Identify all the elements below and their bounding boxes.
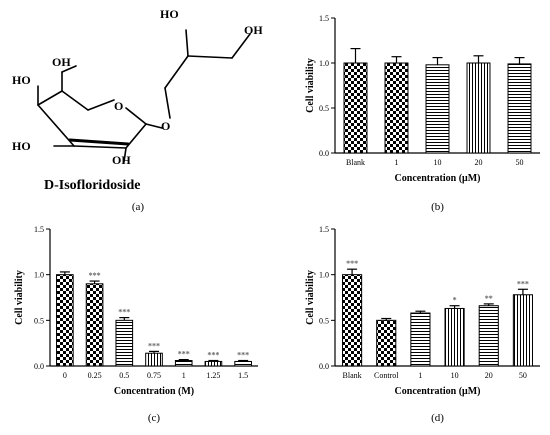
bar bbox=[384, 62, 409, 154]
x-axis-title: Concentration (μM) bbox=[395, 173, 481, 184]
significance-label: *** bbox=[89, 271, 101, 280]
x-tick-label: Blank bbox=[346, 158, 365, 167]
chart-panel-d: 0.0 0.5 1.0 1.5 *** Blank Control 1 * 10 ** 20 *** 50… bbox=[305, 225, 540, 424]
x-tick-label: 20 bbox=[485, 371, 493, 380]
atom-label: HO bbox=[12, 139, 31, 153]
bar bbox=[512, 294, 533, 367]
bar bbox=[343, 62, 368, 154]
bar bbox=[234, 360, 252, 367]
x-axis-title: Concentration (μM) bbox=[395, 386, 481, 397]
x-tick-label: 0 bbox=[63, 371, 67, 380]
x-tick-label: 50 bbox=[516, 158, 524, 167]
chart-panel-b: 0.0 0.5 1.0 1.5 Blank 1 10 20 50 Concentration (μ… bbox=[305, 14, 540, 213]
x-axis-title: Concentration (M) bbox=[114, 386, 194, 397]
y-tick-label: 1.5 bbox=[34, 225, 44, 234]
y-axis-title: Cell viability bbox=[305, 58, 316, 113]
significance-label: *** bbox=[148, 341, 160, 350]
y-tick-label: 0.5 bbox=[319, 316, 329, 325]
atom-label: OH bbox=[244, 23, 263, 37]
y-axis-title: Cell viability bbox=[14, 270, 25, 325]
bar bbox=[56, 274, 74, 367]
bar bbox=[466, 62, 491, 154]
significance-label: *** bbox=[207, 351, 219, 360]
y-tick-label: 0.0 bbox=[319, 362, 329, 371]
bar bbox=[507, 63, 532, 154]
panel-caption: (c) bbox=[148, 412, 161, 424]
significance-label: *** bbox=[237, 351, 249, 360]
significance-label: *** bbox=[178, 350, 190, 359]
molecule-structure bbox=[37, 29, 251, 163]
x-tick-label: Blank bbox=[343, 371, 362, 380]
x-tick-label: 1.5 bbox=[238, 371, 248, 380]
bar bbox=[342, 274, 363, 367]
y-tick-label: 0.0 bbox=[34, 362, 44, 371]
bar bbox=[85, 283, 104, 367]
x-tick-label: 10 bbox=[451, 371, 459, 380]
atom-label: OH bbox=[52, 55, 71, 69]
bar bbox=[444, 307, 465, 367]
atom-label: HO bbox=[160, 7, 179, 21]
bar bbox=[425, 64, 450, 154]
bar bbox=[410, 312, 431, 367]
atom-label: HO bbox=[12, 73, 31, 87]
panel-a-caption: (a) bbox=[132, 201, 145, 213]
x-tick-label: 1 bbox=[182, 371, 186, 380]
panel-caption: (d) bbox=[431, 412, 444, 424]
x-tick-label: 1 bbox=[395, 158, 399, 167]
x-tick-label: 20 bbox=[475, 158, 483, 167]
panel-caption: (b) bbox=[431, 201, 444, 213]
bar bbox=[145, 352, 163, 367]
significance-label: *** bbox=[517, 279, 529, 288]
atom-label: O bbox=[161, 119, 170, 133]
significance-label: ** bbox=[485, 294, 493, 303]
atom-label: OH bbox=[112, 153, 131, 167]
bar bbox=[376, 319, 397, 367]
x-tick-label: 50 bbox=[519, 371, 527, 380]
significance-label: *** bbox=[118, 308, 130, 317]
y-tick-label: 1.0 bbox=[319, 271, 329, 280]
bar bbox=[204, 360, 223, 367]
x-tick-label: 1 bbox=[418, 371, 422, 380]
y-tick-label: 0.5 bbox=[34, 316, 44, 325]
bar bbox=[115, 319, 134, 367]
x-tick-label: 1.25 bbox=[206, 371, 220, 380]
atom-labels: HO OH OH HO O O HO OH bbox=[12, 7, 263, 167]
y-tick-label: 1.5 bbox=[319, 225, 329, 234]
bar bbox=[478, 305, 499, 367]
x-tick-label: 0.25 bbox=[88, 371, 102, 380]
y-tick-label: 0.5 bbox=[319, 104, 329, 113]
significance-label: *** bbox=[346, 259, 358, 268]
x-tick-label: 0.75 bbox=[147, 371, 161, 380]
chart-panel-c: 0.0 0.5 1.0 1.5 0 *** 0.25 *** 0.5 *** 0.75 *** 1 ***… bbox=[14, 225, 258, 424]
molecule-name: D-Isofloridoside bbox=[44, 178, 140, 193]
x-tick-label: 10 bbox=[434, 158, 442, 167]
atom-label: O bbox=[114, 99, 123, 113]
x-tick-label: Control bbox=[374, 371, 399, 380]
y-tick-label: 0.0 bbox=[319, 149, 329, 158]
y-tick-label: 1.0 bbox=[319, 59, 329, 68]
y-axis-title: Cell viability bbox=[305, 270, 316, 325]
x-tick-label: 0.5 bbox=[119, 371, 129, 380]
bar bbox=[174, 360, 193, 367]
significance-label: * bbox=[453, 296, 457, 305]
y-tick-label: 1.0 bbox=[34, 271, 44, 280]
y-tick-label: 1.5 bbox=[319, 14, 329, 23]
